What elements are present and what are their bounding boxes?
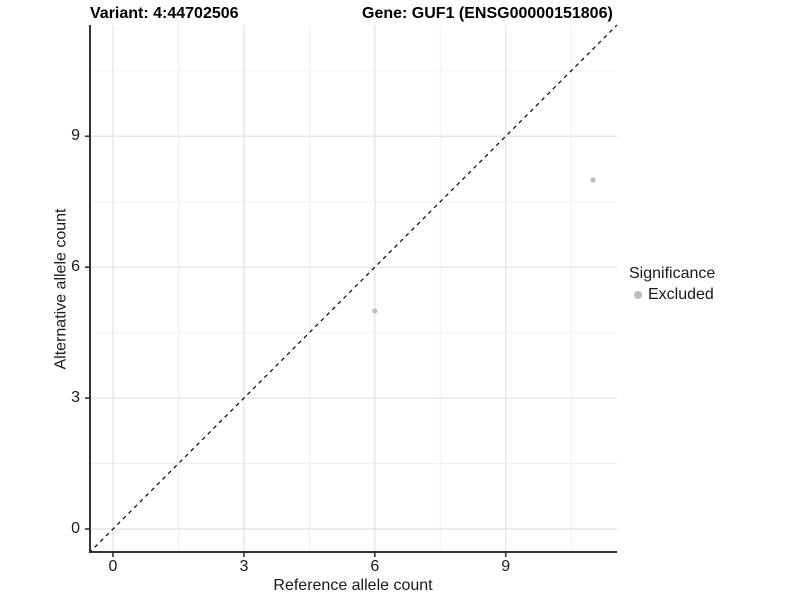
x-tick-label: 3	[239, 558, 249, 575]
y-tick-label: 0	[71, 520, 80, 537]
y-axis-title: Alternative allele count	[52, 208, 70, 370]
legend: Significance Excluded	[629, 265, 715, 305]
plot-title-gene: Gene: GUF1 (ENSG00000151806)	[362, 5, 613, 22]
data-point	[590, 177, 596, 183]
plot-panel	[85, 24, 618, 557]
identity-line	[88, 24, 618, 554]
y-tick-label: 3	[71, 389, 80, 407]
x-tick-label: 6	[370, 558, 380, 575]
legend-key	[629, 287, 646, 304]
legend-item-label: Excluded	[648, 286, 714, 303]
y-tick-label: 6	[71, 258, 80, 276]
x-tick-label: 9	[501, 558, 511, 575]
y-tick-label: 9	[71, 127, 80, 145]
x-tick-label: 0	[108, 558, 118, 575]
excluded-dot-icon	[633, 291, 642, 299]
legend-title: Significance	[629, 265, 716, 282]
plot-title-variant: Variant: 4:44702506	[90, 5, 239, 22]
legend-item-excluded: Excluded	[629, 285, 715, 305]
x-axis-title: Reference allele count	[273, 577, 433, 594]
data-point	[372, 308, 378, 314]
plot-canvas	[85, 24, 618, 557]
